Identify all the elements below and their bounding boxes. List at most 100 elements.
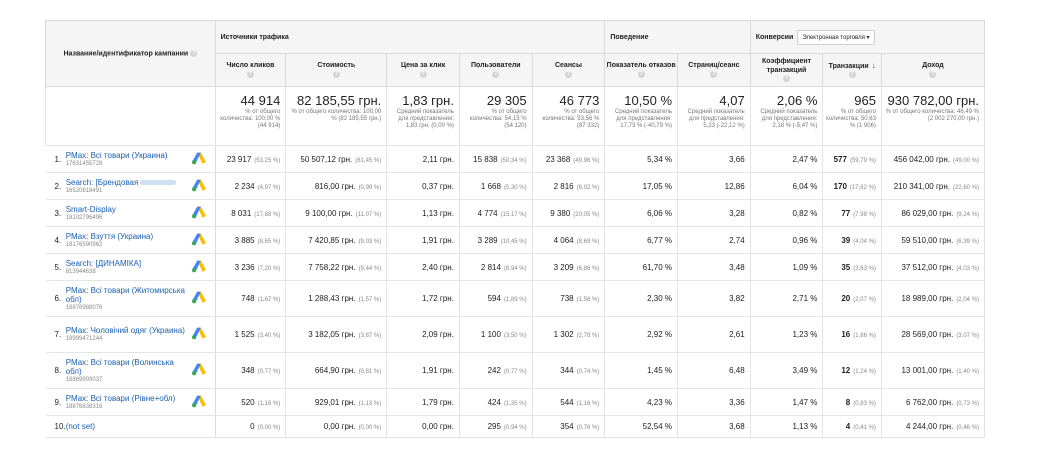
total-value: 4,07 xyxy=(719,93,745,108)
total-subtext: % от общего количества: 46,49 % (2 002 2… xyxy=(885,109,979,122)
column-revenue-label: Доход xyxy=(922,62,944,69)
google-ads-icon[interactable] xyxy=(191,327,206,342)
google-ads-icon[interactable] xyxy=(191,363,206,378)
column-conversion-rate-label: Коэффициент транзакций xyxy=(762,57,812,74)
campaign-link[interactable]: Smart-Display xyxy=(66,205,116,214)
campaign-link[interactable]: PMax: Всі товари (Украина) xyxy=(66,151,168,160)
row-number: 1. xyxy=(45,145,66,173)
sort-descending-icon[interactable]: ↓ xyxy=(871,60,876,70)
sessions-cell: 354 (0,76 %) xyxy=(532,415,606,438)
cpc-cell: 2,09 грн. xyxy=(386,316,460,353)
clicks-cell: 0 (0,00 %) xyxy=(215,415,287,438)
google-ads-icon[interactable] xyxy=(191,260,206,275)
total-value: 46 773 xyxy=(559,93,600,108)
campaign-id: 16520818491 xyxy=(65,187,103,194)
clicks-cell: 3 885 (8,65 %) xyxy=(215,226,287,254)
bounce-rate-cell: 4,23 % xyxy=(604,388,678,416)
campaign-cell: Search: [ДИНАМІКА] 813944638 xyxy=(65,253,216,281)
column-users-header[interactable]: Пользователи? xyxy=(458,53,533,87)
campaign-link[interactable]: PMax: Чоловічий одяг (Украина) xyxy=(66,326,185,335)
revenue-cell-value: 13 001,00 грн. xyxy=(901,366,954,375)
bounce-rate-cell-value: 17,05 % xyxy=(642,181,672,191)
help-icon[interactable]: ? xyxy=(246,70,254,78)
revenue-cell-percent: (3,07 %) xyxy=(956,333,979,339)
transactions-cell-percent: (1,66 %) xyxy=(853,333,876,339)
users-cell-percent: (1,89 %) xyxy=(503,297,527,303)
column-clicks-header[interactable]: Число кликов? xyxy=(214,53,287,87)
column-pages-per-session-header[interactable]: Страниц/сеанс? xyxy=(677,53,751,87)
total-value: 10,50 % xyxy=(624,93,672,108)
revenue-cell-percent: (49,00 %) xyxy=(952,157,979,164)
clicks-cell: 748 (1,67 %) xyxy=(215,280,287,317)
help-icon[interactable]: ? xyxy=(492,70,500,78)
google-ads-icon[interactable] xyxy=(191,291,206,306)
google-ads-icon[interactable] xyxy=(191,206,206,221)
sessions-cell-percent: (2,78 %) xyxy=(576,333,600,339)
help-icon[interactable]: ? xyxy=(564,70,572,78)
conversion-select[interactable]: Электронная торговля ▾ xyxy=(797,29,875,45)
cost-cell-value: 50 507,12 грн. xyxy=(300,154,353,164)
revenue-cell-value: 28 569,00 грн. xyxy=(901,330,954,339)
help-icon[interactable]: ? xyxy=(783,75,791,83)
users-cell-value: 295 xyxy=(487,422,501,431)
campaign-link[interactable]: PMax: Всі товари (Житомирська обл) xyxy=(66,286,192,304)
help-icon[interactable]: ? xyxy=(929,70,937,78)
revenue-cell: 37 512,00 грн. (4,03 %) xyxy=(881,253,986,281)
cpc-cell-value: 0,37 грн. xyxy=(422,181,454,191)
cpc-cell-value: 2,40 грн. xyxy=(422,262,454,272)
conversion-rate-cell: 6,04 % xyxy=(750,172,824,200)
column-transactions-header[interactable]: Транзакции ↓? xyxy=(822,53,882,87)
clicks-cell-percent: (0,00 %) xyxy=(257,425,281,431)
cpc-cell-value: 0,00 грн. xyxy=(422,422,454,431)
help-icon[interactable]: ? xyxy=(190,49,198,57)
clicks-cell-value: 748 xyxy=(241,294,255,303)
column-cost-header[interactable]: Стоимость? xyxy=(285,53,388,87)
google-ads-icon[interactable] xyxy=(191,233,206,248)
table-row: 9. PMax: Всі товари (Рівне+обл) 1887683831… xyxy=(45,388,986,416)
sessions-cell-percent: (1,16 %) xyxy=(576,400,600,407)
cost-cell-value: 664,90 грн. xyxy=(314,366,356,375)
sessions-cell: 1 302 (2,78 %) xyxy=(532,316,606,353)
table-row: 3. Smart-Display 18102796496 8 031 (17,88 %)… xyxy=(45,199,986,227)
campaign-link[interactable]: Search: [ДИНАМІКА] xyxy=(66,259,141,268)
row-number: 6. xyxy=(45,280,66,317)
campaign-link[interactable]: Search: [Брендовая xyxy=(66,178,177,187)
row-number: 4. xyxy=(45,226,66,254)
sessions-cell-percent: (8,69 %) xyxy=(576,238,600,245)
campaign-link[interactable]: PMax: Взуття (Украина) xyxy=(66,232,153,241)
cpc-cell: 1,91 грн. xyxy=(386,352,460,389)
help-icon[interactable]: ? xyxy=(637,70,645,78)
cpc-cell: 0,37 грн. xyxy=(386,172,460,200)
conversion-rate-cell: 3,49 % xyxy=(750,352,824,389)
campaign-link[interactable]: PMax: Всі товари (Рівне+обл) xyxy=(66,394,176,403)
conversion-rate-cell: 1,13 % xyxy=(750,415,824,438)
campaign-link[interactable]: (not set) xyxy=(66,422,95,431)
users-cell-value: 15 838 xyxy=(473,154,498,164)
conversion-rate-cell-value: 6,04 % xyxy=(792,181,818,191)
pages-per-session-cell: 12,86 xyxy=(677,172,751,200)
cpc-cell-value: 1,72 грн. xyxy=(422,294,454,303)
campaign-info: (not set) xyxy=(66,422,210,431)
help-icon[interactable]: ? xyxy=(419,70,427,78)
column-cost-label: Стоимость xyxy=(317,62,356,69)
google-ads-icon[interactable] xyxy=(191,179,206,194)
column-conversion-rate-header[interactable]: Коэффициент транзакций? xyxy=(749,53,824,87)
campaign-info: PMax: Чоловічий одяг (Украина) 1899947124… xyxy=(66,326,210,343)
transactions-cell-value: 35 xyxy=(841,262,851,272)
google-ads-icon[interactable] xyxy=(191,395,206,410)
column-cpc-header[interactable]: Цена за клик? xyxy=(386,53,460,87)
campaign-link[interactable]: PMax: Всі товари (Волинська обл) xyxy=(66,358,192,376)
column-sessions-label: Сеансы xyxy=(554,62,582,69)
sessions-cell: 23 368 (49,96 %) xyxy=(532,145,606,173)
column-revenue-header[interactable]: Доход? xyxy=(880,53,986,87)
help-icon[interactable]: ? xyxy=(710,70,718,78)
help-icon[interactable]: ? xyxy=(332,70,340,78)
campaign-column-header[interactable]: Название/идентификатор кампании ? xyxy=(45,20,216,87)
users-cell-percent: (8,94 %) xyxy=(503,265,527,272)
google-ads-icon[interactable] xyxy=(191,152,206,167)
conversion-rate-cell-value: 2,47 % xyxy=(792,154,818,164)
total-conversion-rate: 2,06 % Средний показатель для представлен… xyxy=(749,86,824,146)
column-sessions-header[interactable]: Сеансы? xyxy=(531,53,606,87)
help-icon[interactable]: ? xyxy=(848,71,856,79)
column-bounce-rate-header[interactable]: Показатель отказов? xyxy=(604,53,678,87)
